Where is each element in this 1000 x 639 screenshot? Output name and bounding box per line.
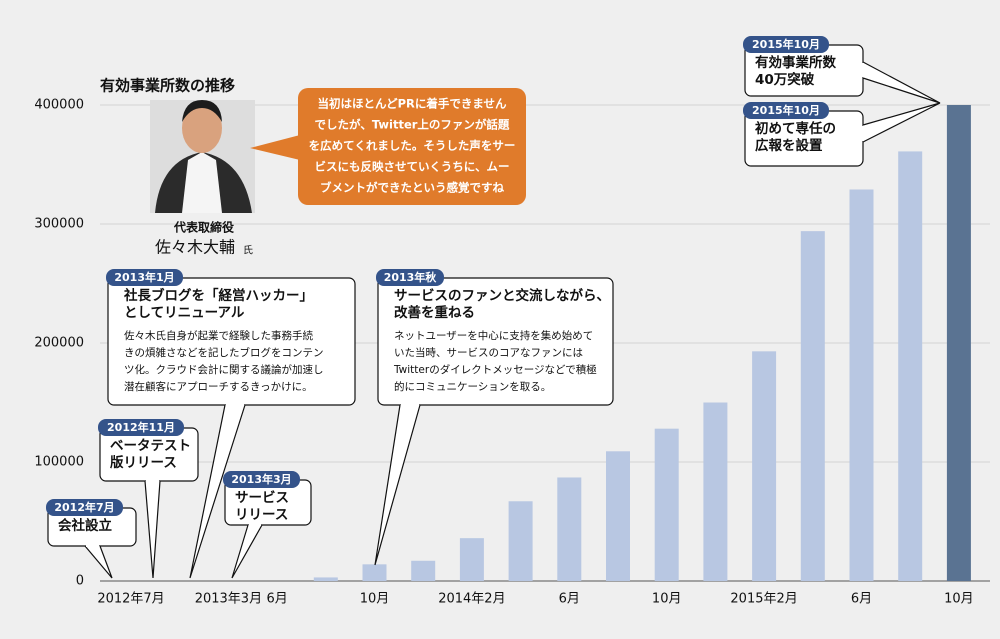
callout-pointer: [862, 102, 941, 143]
bar: [362, 564, 387, 581]
y-tick-label: 300000: [34, 217, 84, 232]
callout-body: 的にコミュニケーションを取る。: [394, 380, 551, 393]
callout-pointer: [144, 480, 161, 579]
photo-shirt: [182, 152, 222, 213]
callout-body: ツ化。クラウド会計に関する議論が加速し: [124, 363, 324, 376]
callout-title: 広報を設置: [755, 137, 823, 154]
bar: [752, 351, 777, 581]
bar: [313, 577, 338, 581]
callout-body: 佐々木氏自身が起業で経験した事務手続: [124, 329, 313, 342]
callout-date-tag: [98, 419, 184, 436]
x-tick-label: 6月: [266, 592, 287, 607]
x-tick-label: 10月: [360, 592, 390, 607]
y-tick-label: 100000: [34, 455, 84, 470]
callout-title: 会社設立: [58, 517, 112, 534]
callout-date: 2013年秋: [384, 270, 438, 284]
callout-body: きの煩雑さなどを記したブログをコンテン: [124, 346, 324, 359]
quote-line: ビスにも反映させていくうちに、ムー: [315, 160, 510, 174]
quote-line: でしたが、Twitter上のファンが話題: [315, 118, 510, 132]
bar: [703, 402, 728, 581]
callout-title: 社長ブログを「経営ハッカー」: [123, 287, 313, 304]
chart-title: 有効事業所数の推移: [100, 77, 235, 95]
callout-body: いた当時、サービスのコアなファンには: [394, 346, 583, 359]
callout-date-tag: [106, 269, 183, 286]
bar: [800, 231, 825, 581]
quote-line: を広めてくれました。そうした声をサー: [309, 139, 516, 153]
callout-title: 改善を重ねる: [394, 304, 475, 321]
quote-line: ブメントができたという感覚ですね: [320, 181, 504, 195]
bar: [459, 538, 484, 581]
callout-title: 初めて専任の: [755, 120, 836, 137]
callout-body: 潜在顧客にアプローチするきっかけに。: [124, 380, 313, 393]
y-tick-label: 200000: [34, 336, 84, 351]
callout-date-tag: [743, 102, 829, 119]
speaker-honorific: 氏: [243, 245, 253, 257]
callout-date: 2015年10月: [752, 37, 820, 51]
y-tick-label: 400000: [34, 98, 84, 113]
callout-date-tag: [376, 269, 444, 286]
callout-body: Twitterのダイレクトメッセージなどで積極: [393, 363, 597, 376]
callout-date-tag: [223, 471, 300, 488]
callout-body: ネットユーザーを中心に支持を集め始めて: [394, 329, 593, 342]
callout-date: 2012年7月: [54, 500, 114, 514]
x-tick-label: 10月: [652, 592, 682, 607]
x-tick-label: 2015年2月: [730, 592, 797, 607]
bar: [946, 105, 971, 581]
x-tick-label: 6月: [851, 592, 872, 607]
callout-title: リリース: [235, 507, 288, 523]
callout-box: [377, 277, 614, 406]
callout-date: 2015年10月: [752, 103, 820, 117]
callout-pointer: [189, 404, 246, 579]
x-tick-label: 10月: [944, 592, 974, 607]
photo-hair: [182, 100, 222, 122]
bar: [606, 451, 630, 581]
callout-pointer: [231, 524, 263, 579]
x-tick-label: 2013年3月: [195, 592, 262, 607]
bar: [898, 151, 923, 581]
callout-date-tag: [46, 499, 123, 516]
callout-title: 有効事業所数: [755, 54, 836, 71]
bar: [849, 189, 874, 582]
quote-pointer: [250, 135, 300, 160]
bar: [557, 477, 582, 581]
speaker-name: 佐々木大輔: [155, 238, 235, 257]
callout-pointer: [84, 545, 113, 579]
bar: [508, 501, 533, 581]
callout-title: 40万突破: [755, 71, 815, 88]
callout-date-tag: [743, 36, 829, 53]
callout-date: 2013年3月: [231, 472, 291, 486]
callout-title: サービス: [235, 490, 289, 506]
callout-date: 2012年11月: [107, 420, 175, 434]
callout-title: ベータテスト: [110, 438, 191, 454]
x-tick-label: 2012年7月: [97, 592, 164, 607]
callout-pointer: [374, 404, 421, 566]
callout-title: サービスのファンと交流しながら、: [394, 287, 610, 304]
x-tick-label: 2014年2月: [438, 592, 505, 607]
y-tick-label: 0: [76, 574, 84, 589]
bar: [654, 428, 679, 581]
callout-title: 版リリース: [110, 454, 177, 471]
callout-date: 2013年1月: [114, 270, 174, 284]
x-tick-label: 6月: [559, 592, 580, 607]
quote-line: 当初はほとんどPRに着手できません: [317, 97, 507, 111]
speaker-role: 代表取締役: [173, 220, 234, 235]
photo-face: [182, 103, 222, 153]
bar: [411, 560, 436, 581]
quote-box: [298, 88, 526, 205]
callout-title: としてリニューアル: [124, 305, 245, 321]
